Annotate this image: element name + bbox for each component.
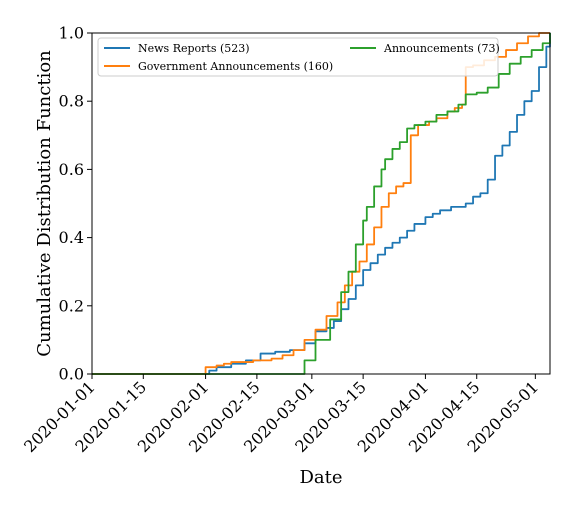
y-tick-label: 0.8: [59, 92, 84, 111]
x-axis: 2020-01-012020-01-152020-02-012020-02-15…: [20, 374, 542, 456]
legend-label-0: News Reports (523): [138, 42, 250, 55]
series-line-0: [92, 33, 551, 375]
x-axis-label: Date: [299, 467, 342, 488]
y-tick-label: 1.0: [59, 24, 84, 43]
legend: News Reports (523) Government Announcemen…: [97, 37, 500, 77]
y-tick-label: 0.0: [59, 365, 84, 384]
plot-area: [92, 33, 550, 374]
legend-label-1: Government Announcements (160): [138, 60, 333, 73]
plot-frame: [91, 32, 551, 375]
y-tick-label: 0.4: [59, 228, 84, 247]
y-tick-label: 0.6: [59, 160, 84, 179]
legend-label-2: Announcements (73): [383, 42, 500, 55]
y-axis-label: Cumulative Distribution Function: [34, 50, 55, 357]
legend-box: [97, 37, 499, 77]
series-line-2: [92, 33, 551, 375]
y-axis: 0.0 0.2 0.4 0.6 0.8 1.0: [59, 24, 92, 384]
y-tick-label: 0.2: [59, 296, 84, 315]
